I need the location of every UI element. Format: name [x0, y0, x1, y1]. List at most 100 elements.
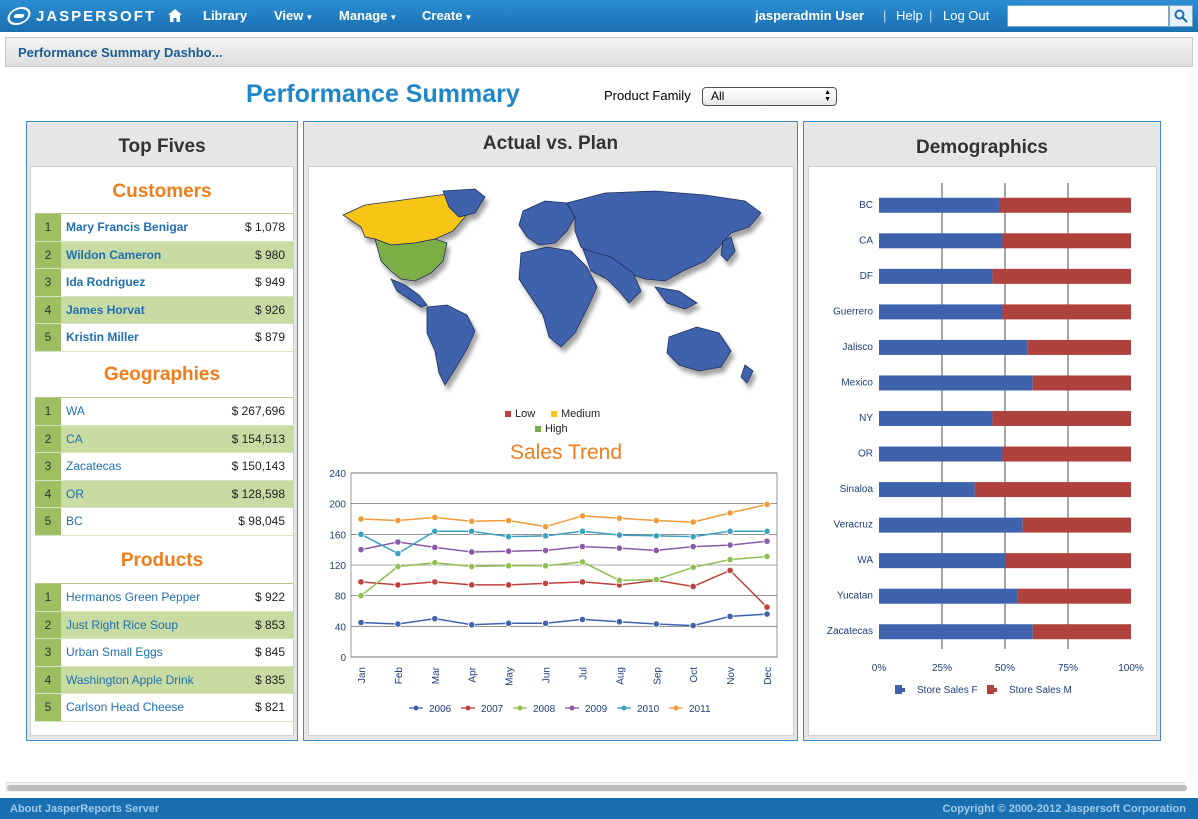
- rank-name[interactable]: Washington Apple Drink: [66, 672, 194, 687]
- rank-name[interactable]: Zacatecas: [66, 459, 122, 473]
- data-point[interactable]: [763, 610, 771, 618]
- data-point[interactable]: [394, 538, 402, 546]
- rank-name[interactable]: WA: [66, 404, 85, 418]
- data-point[interactable]: [357, 546, 365, 554]
- table-row[interactable]: 3 Zacatecas $ 150,143: [35, 453, 293, 481]
- data-point[interactable]: [763, 537, 771, 545]
- data-point[interactable]: [615, 576, 623, 584]
- rank-name[interactable]: James Horvat: [66, 302, 145, 317]
- search-button[interactable]: [1169, 5, 1193, 27]
- rank-name[interactable]: Hermanos Green Pepper: [66, 590, 201, 604]
- data-point[interactable]: [652, 620, 660, 628]
- map-region-australia[interactable]: [666, 326, 732, 372]
- product-family-select[interactable]: All ▲ ▼: [702, 87, 837, 106]
- data-point[interactable]: [394, 516, 402, 525]
- data-point[interactable]: [578, 578, 587, 586]
- data-point[interactable]: [505, 581, 513, 589]
- data-point[interactable]: [541, 579, 550, 587]
- nav-manage[interactable]: Manage ▼: [339, 8, 397, 23]
- table-row[interactable]: 5 Kristin Miller $ 879: [35, 324, 293, 352]
- data-point[interactable]: [615, 531, 623, 539]
- bar-segment-m[interactable]: [999, 197, 1131, 213]
- table-row[interactable]: 4 OR $ 128,598: [35, 480, 293, 508]
- rank-name[interactable]: Kristin Miller: [66, 330, 139, 344]
- map-region-south-america[interactable]: [426, 304, 476, 386]
- rank-name[interactable]: Mary Francis Benigar: [66, 220, 189, 234]
- data-point[interactable]: [357, 530, 365, 538]
- data-point[interactable]: [468, 581, 476, 589]
- data-point[interactable]: [689, 518, 697, 526]
- world-map[interactable]: [335, 187, 775, 402]
- nav-library[interactable]: Library: [203, 8, 248, 23]
- data-point[interactable]: [726, 541, 734, 549]
- horizontal-scrollbar[interactable]: [5, 782, 1187, 792]
- data-point[interactable]: [431, 578, 439, 586]
- bar-segment-f[interactable]: [879, 375, 1033, 391]
- data-point[interactable]: [578, 512, 587, 520]
- search-input[interactable]: [1007, 5, 1169, 27]
- bar-segment-m[interactable]: [1017, 588, 1131, 604]
- data-point[interactable]: [615, 544, 623, 552]
- map-region-usa[interactable]: [374, 238, 448, 282]
- help-link[interactable]: Help: [896, 8, 923, 23]
- sales-trend-chart[interactable]: Sales Trend 0 40 80 120 160 200 240 Jan Feb Mar Apr…: [317, 437, 787, 727]
- table-row[interactable]: 2 Just Right Rice Soup $ 853: [35, 611, 293, 639]
- rank-name[interactable]: Urban Small Eggs: [66, 645, 163, 659]
- data-point[interactable]: [652, 516, 660, 525]
- data-point[interactable]: [357, 592, 365, 600]
- data-point[interactable]: [394, 549, 402, 558]
- data-point[interactable]: [431, 513, 439, 522]
- data-point[interactable]: [763, 603, 771, 611]
- data-point[interactable]: [468, 548, 476, 556]
- nav-view[interactable]: View ▼: [274, 8, 313, 23]
- table-row[interactable]: 1 Mary Francis Benigar $ 1,078: [35, 214, 293, 242]
- map-region-greenland[interactable]: [442, 188, 486, 218]
- rank-name[interactable]: Just Right Rice Soup: [66, 617, 179, 632]
- bar-segment-m[interactable]: [1005, 553, 1131, 569]
- map-region-asia[interactable]: [566, 190, 762, 282]
- bar-segment-m[interactable]: [992, 268, 1131, 284]
- table-row[interactable]: 1 WA $ 267,696: [35, 398, 293, 426]
- bar-segment-m[interactable]: [1027, 339, 1131, 355]
- table-row[interactable]: 3 Urban Small Eggs $ 845: [35, 639, 293, 667]
- table-row[interactable]: 1 Hermanos Green Pepper $ 922: [35, 584, 293, 612]
- data-point[interactable]: [394, 562, 402, 571]
- map-region-canada[interactable]: [342, 192, 474, 246]
- bar-segment-m[interactable]: [1002, 304, 1131, 320]
- data-point[interactable]: [652, 532, 660, 540]
- table-row[interactable]: 2 Wildon Cameron $ 980: [35, 241, 293, 269]
- data-point[interactable]: [357, 618, 365, 627]
- data-point[interactable]: [763, 552, 771, 561]
- data-point[interactable]: [726, 509, 734, 517]
- data-point[interactable]: [431, 543, 439, 551]
- user-name[interactable]: jasperadmin User: [755, 8, 865, 23]
- map-region-africa[interactable]: [518, 246, 598, 348]
- bar-segment-m[interactable]: [1032, 624, 1131, 640]
- bar-segment-f[interactable]: [879, 553, 1005, 569]
- rank-name[interactable]: CA: [66, 431, 83, 446]
- data-point[interactable]: [689, 563, 697, 571]
- bar-segment-m[interactable]: [1022, 517, 1131, 533]
- data-point[interactable]: [652, 546, 660, 555]
- data-point[interactable]: [505, 619, 513, 627]
- data-point[interactable]: [726, 556, 734, 564]
- data-point[interactable]: [357, 515, 365, 523]
- map-region-europe[interactable]: [518, 200, 576, 246]
- data-point[interactable]: [726, 527, 734, 535]
- data-point[interactable]: [689, 533, 697, 541]
- data-point[interactable]: [615, 618, 623, 626]
- bar-segment-f[interactable]: [879, 482, 975, 498]
- data-point[interactable]: [541, 562, 550, 570]
- demographics-chart[interactable]: BC CA DF Guerrero Jalisco Mexico NY OR Sinaloa Ve…: [809, 167, 1158, 727]
- rank-name[interactable]: Ida Rodriguez: [66, 275, 146, 289]
- data-point[interactable]: [468, 517, 476, 525]
- data-point[interactable]: [541, 523, 550, 531]
- map-region-new-zealand[interactable]: [740, 364, 754, 384]
- nav-create[interactable]: Create ▼: [422, 8, 472, 23]
- bar-segment-f[interactable]: [879, 197, 1000, 213]
- data-point[interactable]: [763, 527, 771, 535]
- bar-segment-f[interactable]: [879, 446, 1003, 462]
- bar-segment-m[interactable]: [974, 482, 1131, 498]
- map-region-southeast-asia[interactable]: [654, 286, 698, 310]
- home-icon[interactable]: [168, 9, 182, 22]
